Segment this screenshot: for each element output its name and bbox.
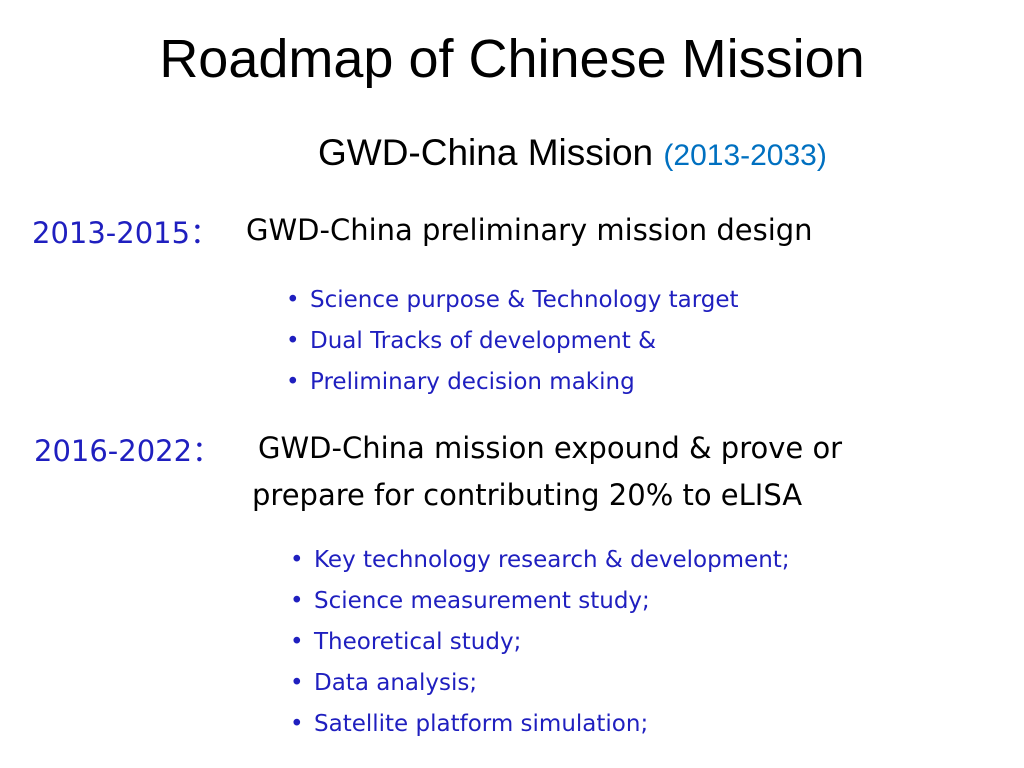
list-item: • Key technology research & development; [290,540,790,581]
list-item-text: Data analysis; [314,670,478,696]
phase-1-period: 2013-2015： [32,216,220,250]
list-item-text: Key technology research & development; [314,547,790,573]
list-item: • Science purpose & Technology target [286,280,739,321]
list-item-text: Theoretical study; [314,629,522,655]
phase-2-period: 2016-2022： [34,434,222,468]
list-item: • Dual Tracks of development & [286,321,739,362]
bullet-icon: • [290,588,304,614]
phase-2-description-line-2: prepare for contributing 20% to eLISA [252,478,803,512]
list-item: • Data analysis; [290,663,790,704]
list-item-text: Dual Tracks of development & [310,328,657,354]
mission-subtitle: GWD-China Mission (2013-2033) [318,132,827,174]
mission-years: (2013-2033) [663,139,827,172]
bullet-icon: • [286,328,300,354]
bullet-icon: • [286,287,300,313]
bullet-icon: • [290,670,304,696]
list-item: • Preliminary decision making [286,362,739,403]
list-item-text: Science purpose & Technology target [310,287,739,313]
list-item-text: Science measurement study; [314,588,650,614]
bullet-icon: • [290,629,304,655]
list-item-text: Satellite platform simulation; [314,711,649,737]
bullet-icon: • [286,369,300,395]
list-item-text: Preliminary decision making [310,369,635,395]
phase-1-description: GWD-China preliminary mission design [246,213,813,247]
bullet-icon: • [290,547,304,573]
bullet-icon: • [290,711,304,737]
list-item: • Satellite platform simulation; [290,704,790,745]
list-item: • Theoretical study; [290,622,790,663]
phase-1-bullet-list: • Science purpose & Technology target • Du… [286,280,739,403]
phase-2-description-line-1: GWD-China mission expound & prove or [258,431,843,465]
phase-2-bullet-list: • Key technology research & development; … [290,540,790,745]
mission-name: GWD-China Mission [318,132,664,173]
page-title: Roadmap of Chinese Mission [159,29,865,89]
list-item: • Science measurement study; [290,581,790,622]
